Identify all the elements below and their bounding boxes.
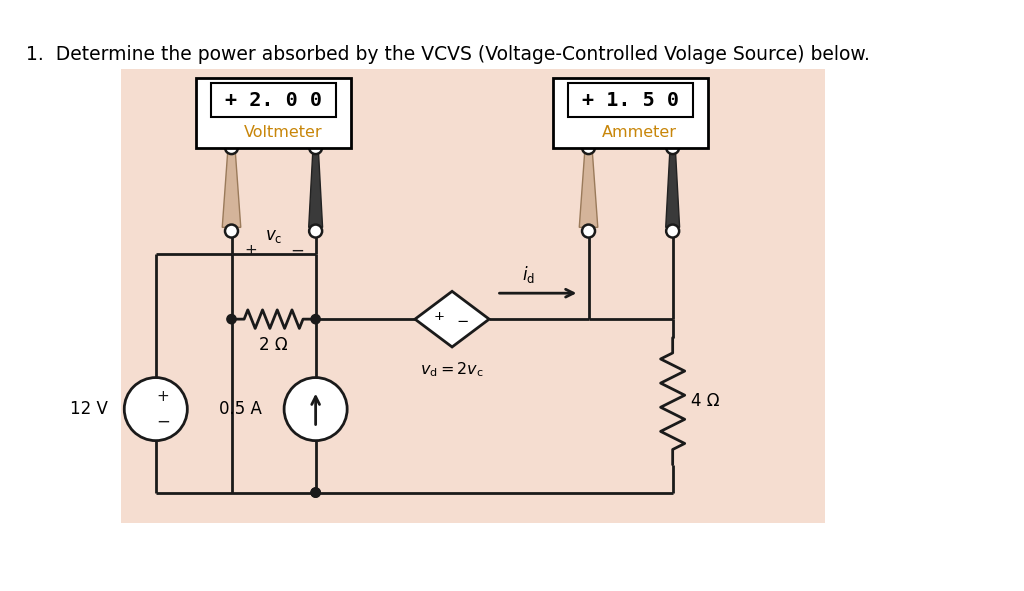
Text: + 2. 0 0: + 2. 0 0 (225, 90, 323, 109)
Circle shape (225, 225, 238, 238)
Text: +: + (157, 389, 170, 404)
Bar (121, 69, 825, 523)
Circle shape (582, 141, 595, 154)
Polygon shape (222, 150, 241, 228)
Text: 0.5 A: 0.5 A (219, 400, 262, 418)
Text: 4 Ω: 4 Ω (691, 392, 720, 410)
Polygon shape (308, 150, 323, 228)
Circle shape (124, 378, 187, 441)
Polygon shape (580, 150, 598, 228)
Text: −: − (291, 242, 304, 259)
Text: $v_{\mathrm{d}} = 2v_{\mathrm{c}}$: $v_{\mathrm{d}} = 2v_{\mathrm{c}}$ (420, 360, 484, 379)
Circle shape (284, 378, 347, 441)
Text: Ammeter: Ammeter (602, 125, 677, 140)
Circle shape (225, 141, 238, 154)
Circle shape (582, 225, 595, 238)
Bar (568, 83, 693, 118)
Text: −: − (456, 314, 468, 329)
Text: +: + (433, 310, 444, 323)
Circle shape (227, 314, 237, 324)
Text: $v_{\mathrm{c}}$: $v_{\mathrm{c}}$ (265, 228, 283, 245)
Text: $i_{\mathrm{d}}$: $i_{\mathrm{d}}$ (522, 264, 536, 285)
Circle shape (667, 225, 679, 238)
Text: +: + (245, 243, 257, 258)
Bar (211, 83, 336, 118)
Bar (196, 78, 351, 148)
Text: 2 Ω: 2 Ω (259, 336, 288, 354)
Circle shape (311, 314, 321, 324)
Circle shape (309, 141, 323, 154)
Polygon shape (415, 291, 489, 347)
Text: 1.  Determine the power absorbed by the VCVS (Voltage-Controlled Volage Source) : 1. Determine the power absorbed by the V… (26, 45, 869, 64)
Circle shape (311, 488, 321, 497)
Bar (553, 78, 709, 148)
Circle shape (311, 488, 321, 497)
Text: −: − (157, 412, 170, 430)
Text: + 1. 5 0: + 1. 5 0 (582, 90, 679, 109)
Text: Voltmeter: Voltmeter (244, 125, 323, 140)
Circle shape (309, 225, 323, 238)
Polygon shape (666, 150, 680, 228)
Circle shape (667, 141, 679, 154)
Text: 12 V: 12 V (70, 400, 108, 418)
